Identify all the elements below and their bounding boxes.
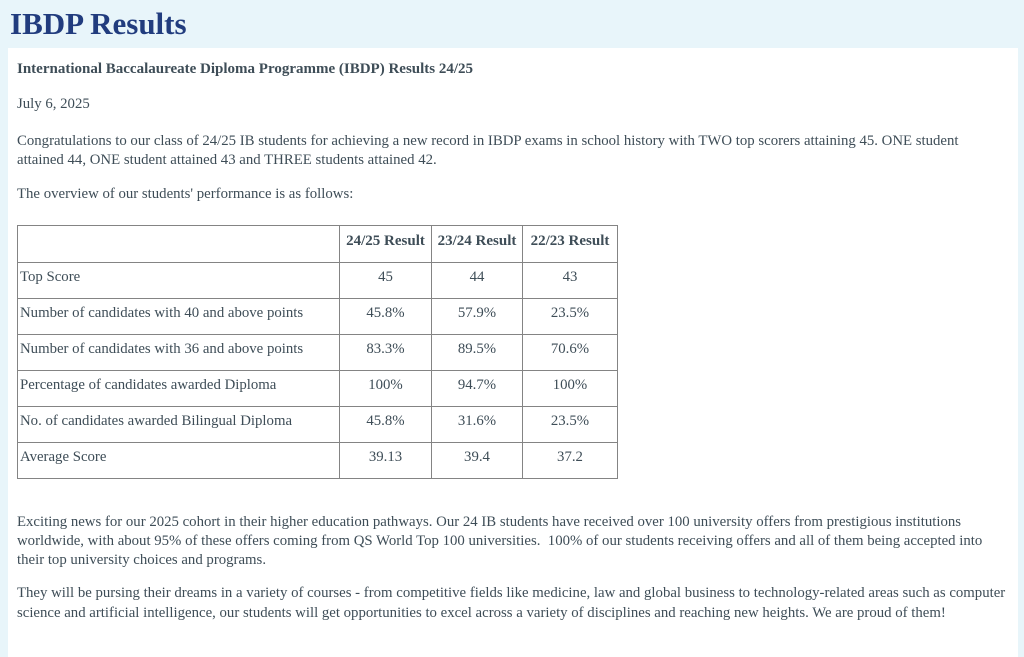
row-value: 83.3%	[339, 333, 432, 371]
table-row: Average Score 39.13 39.4 37.2	[17, 441, 618, 479]
row-label: Average Score	[17, 441, 340, 479]
row-value: 45.8%	[339, 297, 432, 335]
row-value: 44	[431, 261, 523, 299]
row-label: Number of candidates with 36 and above p…	[17, 333, 340, 371]
row-label: Number of candidates with 40 and above p…	[17, 297, 340, 335]
row-value: 37.2	[522, 441, 618, 479]
row-label: Top Score	[17, 261, 340, 299]
row-label: No. of candidates awarded Bilingual Dipl…	[17, 405, 340, 443]
table-row: Percentage of candidates awarded Diploma…	[17, 369, 618, 407]
row-value: 45.8%	[339, 405, 432, 443]
outro-paragraph-2: They will be pursing their dreams in a v…	[17, 585, 1009, 621]
row-value: 100%	[522, 369, 618, 407]
table-header-2425: 24/25 Result	[339, 224, 432, 263]
article-panel: International Baccalaureate Diploma Prog…	[8, 48, 1018, 657]
table-row: Number of candidates with 40 and above p…	[17, 297, 618, 335]
table-row: No. of candidates awarded Bilingual Dipl…	[17, 405, 618, 443]
table-header-2324: 23/24 Result	[431, 224, 523, 263]
row-value: 39.4	[431, 441, 523, 479]
row-value: 89.5%	[431, 333, 523, 371]
page-title: IBDP Results	[10, 6, 187, 41]
outro-paragraph-1: Exciting news for our 2025 cohort in the…	[17, 513, 986, 569]
intro-paragraph: Congratulations to our class of 24/25 IB…	[17, 133, 963, 169]
row-value: 31.6%	[431, 405, 523, 443]
row-value: 70.6%	[522, 333, 618, 371]
row-value: 39.13	[339, 441, 432, 479]
results-table: 24/25 Result 23/24 Result 22/23 Result T…	[17, 224, 618, 479]
row-value: 43	[522, 261, 618, 299]
overview-lead: The overview of our students' performanc…	[17, 185, 354, 202]
row-value: 57.9%	[431, 297, 523, 335]
row-value: 94.7%	[431, 369, 523, 407]
table-header-blank	[17, 224, 340, 263]
row-value: 45	[339, 261, 432, 299]
row-value: 23.5%	[522, 297, 618, 335]
article-heading: International Baccalaureate Diploma Prog…	[17, 61, 474, 77]
table-row: Top Score 45 44 43	[17, 261, 618, 299]
row-value: 100%	[339, 369, 432, 407]
row-value: 23.5%	[522, 405, 618, 443]
table-header-2223: 22/23 Result	[522, 224, 618, 263]
row-label: Percentage of candidates awarded Diploma	[17, 369, 340, 407]
article-date: July 6, 2025	[17, 96, 90, 112]
table-row: Number of candidates with 36 and above p…	[17, 333, 618, 371]
table-header-row: 24/25 Result 23/24 Result 22/23 Result	[17, 224, 618, 263]
